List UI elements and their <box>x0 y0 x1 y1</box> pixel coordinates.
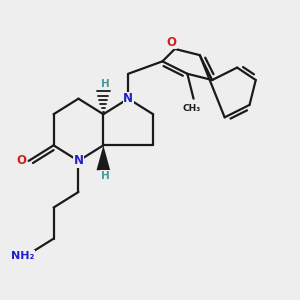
Text: O: O <box>167 36 177 49</box>
Text: N: N <box>74 154 83 167</box>
Text: H: H <box>100 171 109 181</box>
Text: CH₃: CH₃ <box>183 103 201 112</box>
Text: O: O <box>16 154 26 167</box>
Text: N: N <box>123 92 133 105</box>
Text: NH₂: NH₂ <box>11 251 34 261</box>
Text: H: H <box>100 79 109 89</box>
Polygon shape <box>97 145 110 170</box>
